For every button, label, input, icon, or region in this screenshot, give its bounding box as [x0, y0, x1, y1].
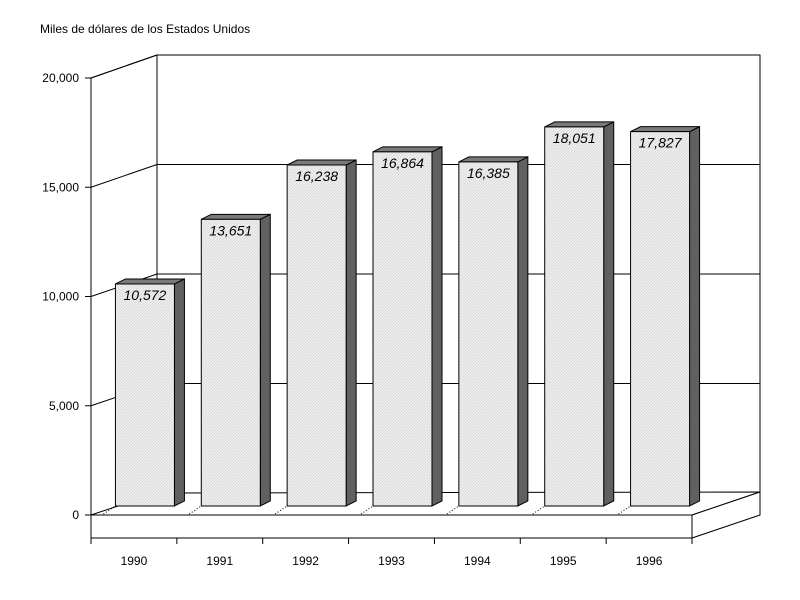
- y-tick-label: 5,000: [49, 399, 79, 413]
- bar-1996: 17,827: [618, 125, 701, 515]
- bar-top: [115, 278, 185, 285]
- bar-top: [201, 213, 271, 220]
- bar-side: [345, 159, 357, 507]
- bar-1993: 16,864: [360, 146, 443, 515]
- bar-top: [630, 126, 700, 133]
- bar-shadow: [360, 505, 374, 515]
- bar-side: [259, 213, 271, 507]
- x-tick-label: 1996: [636, 554, 663, 568]
- bar-shadow: [446, 505, 460, 515]
- y-tick-label: 0: [72, 508, 79, 522]
- bar-front: [544, 126, 605, 507]
- bar-front: [372, 151, 433, 507]
- bar-front: [286, 164, 347, 507]
- x-axis-ticks: 1990 1991 1992 1993 1994 1995 1996: [90, 538, 693, 568]
- bar-top: [544, 121, 614, 128]
- data-label: 10,572: [124, 287, 167, 303]
- x-tick-label: 1995: [550, 554, 577, 568]
- bar-1990: 10,572: [103, 278, 185, 515]
- x-tick-label: 1992: [292, 554, 319, 568]
- bar-shadow: [103, 505, 116, 515]
- data-label: 16,864: [381, 155, 424, 171]
- bar-top: [372, 146, 443, 153]
- gridline-depth: [90, 164, 158, 188]
- bar-side: [431, 146, 443, 507]
- bar-1995: 18,051: [532, 121, 615, 515]
- y-tick-label: 20,000: [42, 71, 79, 85]
- data-label: 16,385: [467, 165, 510, 181]
- bars: 10,572 13,651 16,238 16,864 16,385 18,051 17,8…: [103, 121, 701, 515]
- bar-shadow: [532, 505, 545, 515]
- bar-side: [173, 278, 185, 507]
- bar-front: [630, 131, 691, 507]
- bar-front: [458, 161, 519, 507]
- x-tick-label: 1993: [378, 554, 405, 568]
- data-label: 13,651: [209, 222, 252, 238]
- bar-shadow: [274, 505, 288, 515]
- y-axis-title: Miles de dólares de los Estados Unidos: [40, 22, 251, 36]
- x-tick-label: 1991: [206, 554, 233, 568]
- data-label: 16,238: [295, 168, 338, 184]
- floor-side: [691, 491, 761, 539]
- y-tick-label: 15,000: [42, 180, 79, 194]
- bar-shadow: [189, 505, 202, 515]
- y-tick-label: 10,000: [42, 290, 79, 304]
- bar-1994: 16,385: [446, 156, 529, 515]
- floor-front: [90, 514, 693, 539]
- x-tick-label: 1994: [464, 554, 491, 568]
- data-label: 17,827: [639, 135, 683, 151]
- bar-front: [200, 218, 261, 507]
- bar-side: [689, 125, 701, 507]
- bar-1991: 13,651: [189, 213, 271, 515]
- bar-1992: 16,238: [274, 159, 357, 515]
- bar-front: [114, 283, 175, 507]
- bar-shadow: [618, 505, 631, 515]
- bar-side: [517, 156, 529, 507]
- bar-top: [458, 156, 529, 163]
- data-label: 18,051: [553, 130, 596, 146]
- bar-top: [286, 159, 357, 166]
- gridline-depth: [90, 54, 158, 79]
- y-axis-ticks: 0 5,000 10,000 15,000 20,000: [42, 71, 91, 522]
- x-tick-label: 1990: [121, 554, 148, 568]
- bar-side: [603, 121, 615, 507]
